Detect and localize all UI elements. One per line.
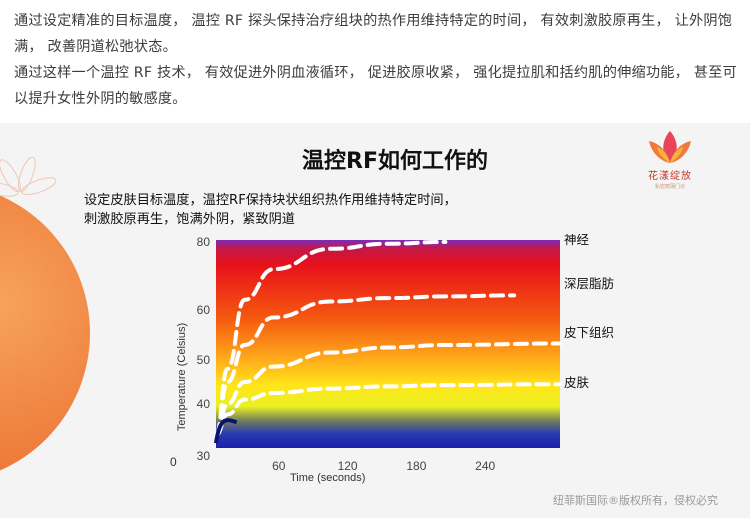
y-tick-label: 40 [197,397,211,411]
x-tick-label: 240 [475,459,495,473]
x-axis-origin-label: 0 [170,455,177,469]
series-label: 深层脂肪 [564,276,614,291]
x-tick-label: 60 [272,459,286,473]
description-line-1: 设定皮肤目标温度，温控RF保持块状组织热作用维持特定时间， [84,193,457,208]
curve-4 [214,382,562,438]
y-tick-label: 50 [197,353,211,367]
intro-text: 通过设定精准的目标温度， 温控 RF 探头保持治疗组块的热作用维持特定的时间， … [14,8,738,112]
y-axis-label: Temperature (Celsius) [176,323,188,431]
series-label: 皮肤 [564,375,590,390]
decorative-flower-icon [0,156,57,197]
chart-description: 设定皮肤目标温度，温控RF保持块状组织热作用维持特定时间， 刺激胶原再生，饱满外… [84,191,554,229]
curve-1 [214,240,448,438]
initial-curve [214,418,238,444]
copyright-watermark: 纽菲斯国际®版权所有，侵权必究 [553,494,718,507]
logo-subtitle: 私密丽蒲门诊 [654,184,685,190]
logo-name: 花漾绽放 [648,171,692,182]
chart-heading: 温控RF如何工作的 [302,149,488,174]
intro-paragraph-1: 通过设定精准的目标温度， 温控 RF 探头保持治疗组块的热作用维持特定的时间， … [14,13,733,55]
x-tick-label: 180 [406,459,426,473]
series-label: 皮下组织 [564,325,614,340]
series-label: 神经 [564,234,590,247]
curve-2 [214,293,517,438]
x-axis-label: Time (seconds) [290,472,365,484]
y-tick-label: 60 [197,303,211,317]
intro-paragraph-2: 通过这样一个温控 RF 技术， 有效促进外阴血液循环， 促进胶原收紧， 强化提拉… [14,65,737,107]
brand-logo: 花漾绽放 私密丽蒲门诊 [640,129,700,190]
lotus-icon [649,131,691,163]
description-line-2: 刺激胶原再生，饱满外阴，紧致阴道 [84,212,295,227]
y-axis-ticks: 30 40 50 60 80 [197,235,211,463]
infographic-panel: 花漾绽放 私密丽蒲门诊 温控RF如何工作的 设定皮肤目标温度，温控RF保持块状组… [0,123,750,518]
y-tick-label: 30 [197,449,211,463]
curve-3 [214,341,562,438]
x-tick-label: 120 [338,459,358,473]
y-tick-label: 80 [197,235,211,249]
x-axis-ticks: 60 120 180 240 [272,459,495,473]
temperature-curves [214,240,562,444]
